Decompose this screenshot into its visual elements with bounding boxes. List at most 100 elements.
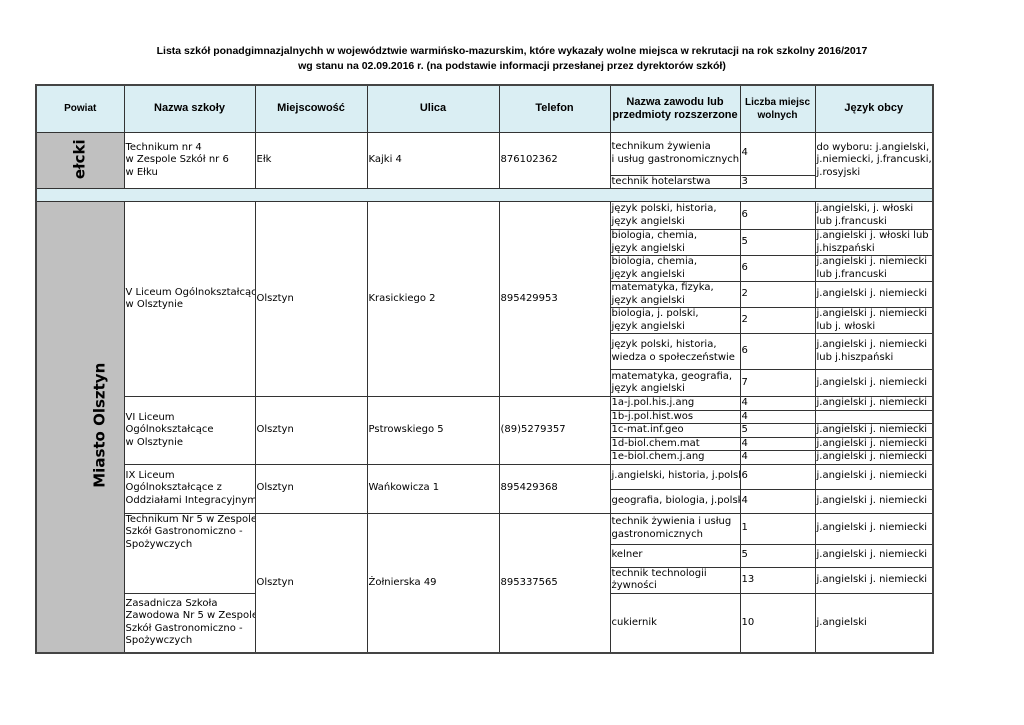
program: technik żywienia i usług gastronomicznych bbox=[609, 512, 741, 545]
table-row: Miasto Olsztyn V Liceum Ogólnokształcące w… bbox=[35, 201, 934, 654]
city-text: Olsztyn bbox=[256, 482, 294, 494]
powiat-olsztyn-text: Miasto Olsztyn bbox=[90, 363, 109, 488]
program: geografia, biologia, j.polski bbox=[609, 488, 741, 514]
free-seats-text: 4 bbox=[741, 451, 748, 462]
program-line: matematyka, fizyka, bbox=[611, 282, 714, 294]
city-text: Olsztyn bbox=[256, 424, 294, 435]
languages: j.angielski j. włoski lub j.hiszpański bbox=[814, 229, 934, 256]
school-name-zsz: Zasadnicza Szkoła Zawodowa Nr 5 w Zespole… bbox=[123, 592, 256, 654]
program-line: język angielski bbox=[611, 268, 685, 280]
program-line: matematyka, geografia, bbox=[611, 370, 733, 382]
free-seats: 7 bbox=[739, 369, 816, 397]
header-street-text: Ulica bbox=[419, 102, 447, 115]
program: matematyka, geografia, język angielski bbox=[609, 369, 741, 397]
program-line: język angielski bbox=[611, 215, 685, 227]
languages-line: lub j.francuski bbox=[816, 268, 887, 280]
header-language: Język obcy bbox=[814, 84, 934, 133]
program: język polski, historia, wiedza o społecze… bbox=[609, 333, 741, 370]
program-text: 1d-biol.chem.mat bbox=[611, 437, 700, 449]
city-text: Olsztyn bbox=[256, 292, 294, 304]
school-name-line: V Liceum Ogólnokształcące bbox=[125, 286, 255, 298]
header-city-text: Miejscowość bbox=[277, 102, 345, 115]
free-seats-text: 10 bbox=[741, 616, 755, 628]
school-name: IX Liceum Ogólnokształcące z Oddziałami In… bbox=[123, 463, 256, 514]
free-seats-text: 6 bbox=[741, 470, 748, 482]
languages-text: j.angielski j. niemiecki bbox=[816, 522, 928, 534]
school-name-line: Oddziałami Integracyjnymi bbox=[125, 494, 255, 506]
free-seats: 6 bbox=[739, 201, 816, 230]
program-line: język polski, historia, bbox=[611, 339, 717, 350]
languages-text: j.angielski bbox=[816, 616, 867, 628]
languages: j.angielski j. niemiecki lub j.hiszpański bbox=[814, 333, 934, 370]
languages: j.angielski j. niemiecki lub j.francuski bbox=[814, 255, 934, 282]
document-subtitle: wg stanu na 02.09.2016 r. (na podstawie … bbox=[298, 60, 726, 72]
program-text: 1c-mat.inf.geo bbox=[611, 424, 684, 435]
program-line: technik hotelarstwa bbox=[611, 175, 711, 187]
school-name-line: Ogólnokształcące z bbox=[125, 482, 222, 494]
languages-text: j.angielski j. niemiecki bbox=[816, 437, 928, 449]
street: Kajki 4 bbox=[366, 131, 500, 189]
header-program: Nazwa zawodu lub przedmioty rozszerzone bbox=[609, 84, 741, 133]
program-text: geografia, biologia, j.polski bbox=[611, 494, 740, 506]
free-seats-text: 6 bbox=[741, 262, 748, 274]
school-name-technikum-line: Spożywczych bbox=[125, 538, 193, 550]
table-row: VI Liceum Ogólnokształcące w Olsztynie Olsz… bbox=[36, 396, 934, 465]
free-seats-text: 4 bbox=[741, 147, 748, 159]
school-name-line: w Zespole Szkół nr 6 bbox=[125, 154, 229, 165]
phone: 895337565 bbox=[498, 512, 611, 654]
program-line: i usług gastronomicznych bbox=[611, 153, 740, 165]
program: cukiernik bbox=[609, 592, 741, 654]
header-program-text: Nazwa zawodu lub przedmioty rozszerzone bbox=[612, 95, 738, 121]
city: Olsztyn bbox=[254, 396, 368, 465]
table-row: Technikum Nr 5 w Zespole Szkół Gastronomi… bbox=[36, 512, 934, 654]
school-name-technikum: Technikum Nr 5 w Zespole Szkół Gastronomi… bbox=[123, 512, 256, 594]
school-name-line: w Olsztynie bbox=[125, 436, 184, 448]
free-seats-text: 4 bbox=[741, 410, 748, 422]
program-line: język polski, historia, bbox=[611, 203, 717, 214]
free-seats-text: 5 bbox=[741, 236, 748, 248]
table-row: 1c-mat.inf.geo 5 j.angielski j. niemiecki bbox=[36, 423, 934, 438]
free-seats-text: 2 bbox=[741, 314, 748, 326]
free-seats: 10 bbox=[739, 592, 816, 654]
powiat-elk-text: ełcki bbox=[71, 138, 89, 179]
program-line: język angielski bbox=[611, 242, 685, 254]
table-row: 1e-biol.chem.j.ang 4 j.angielski j. niemie… bbox=[36, 450, 934, 465]
header-powiat: Powiat bbox=[35, 84, 125, 133]
program-text: 1b-j.pol.hist.wos bbox=[611, 410, 694, 422]
program: biologia, chemia, język angielski bbox=[609, 255, 741, 282]
free-seats: 4 bbox=[739, 409, 816, 424]
table-row: biologia, chemia, język angielski 6 j.angie… bbox=[36, 255, 934, 282]
program-line: technikum żywienia bbox=[611, 141, 711, 152]
program: biologia, chemia, język angielski bbox=[609, 229, 741, 256]
street-text: Pstrowskiego 5 bbox=[368, 424, 444, 435]
table-row: matematyka, fizyka, język angielski 2 j.ang… bbox=[36, 281, 934, 308]
program: 1c-mat.inf.geo bbox=[609, 423, 741, 438]
header-free-seats-text: Liczba miejsc wolnych bbox=[744, 96, 811, 121]
street: Pstrowskiego 5 bbox=[366, 396, 500, 465]
languages-line: j.angielski j. włoski lub bbox=[816, 230, 929, 242]
table-row: IX Liceum Ogólnokształcące z Oddziałami In… bbox=[36, 463, 934, 514]
program-text: 1a-j.pol.his.j.ang bbox=[611, 397, 695, 408]
free-seats: 5 bbox=[739, 423, 816, 438]
powiat-olsztyn: Miasto Olsztyn bbox=[35, 201, 125, 654]
languages-line: j.angielski j. niemiecki bbox=[816, 256, 928, 268]
languages: j.angielski j. niemiecki bbox=[814, 281, 934, 308]
header-free-seats: Liczba miejsc wolnych bbox=[739, 84, 816, 133]
program: technik hotelarstwa bbox=[609, 174, 741, 189]
languages-text: j.angielski j. niemiecki bbox=[816, 470, 928, 482]
free-seats-text: 5 bbox=[741, 549, 748, 561]
program: 1d-biol.chem.mat bbox=[609, 436, 741, 451]
program: j.angielski, historia, j.polski bbox=[609, 463, 741, 490]
languages-line: do wyboru: j.angielski, bbox=[816, 141, 930, 153]
table-row: geografia, biologia, j.polski 4 j.angielsk… bbox=[36, 488, 934, 514]
languages: j.angielski j. niemiecki bbox=[814, 512, 934, 545]
languages-text: j.angielski j. niemiecki bbox=[816, 549, 928, 561]
header-language-text: Język obcy bbox=[844, 102, 904, 115]
languages: j.angielski j. niemiecki bbox=[814, 566, 934, 594]
street: Żołnierska 49 bbox=[366, 512, 500, 654]
free-seats: 5 bbox=[739, 543, 816, 568]
languages-text: j.angielski j. niemiecki bbox=[816, 451, 928, 462]
languages-line: j.niemiecki, j.francuski, bbox=[816, 154, 932, 165]
program-line: biologia, j. polski, bbox=[611, 308, 699, 320]
languages: j.angielski j. niemiecki bbox=[814, 369, 934, 397]
